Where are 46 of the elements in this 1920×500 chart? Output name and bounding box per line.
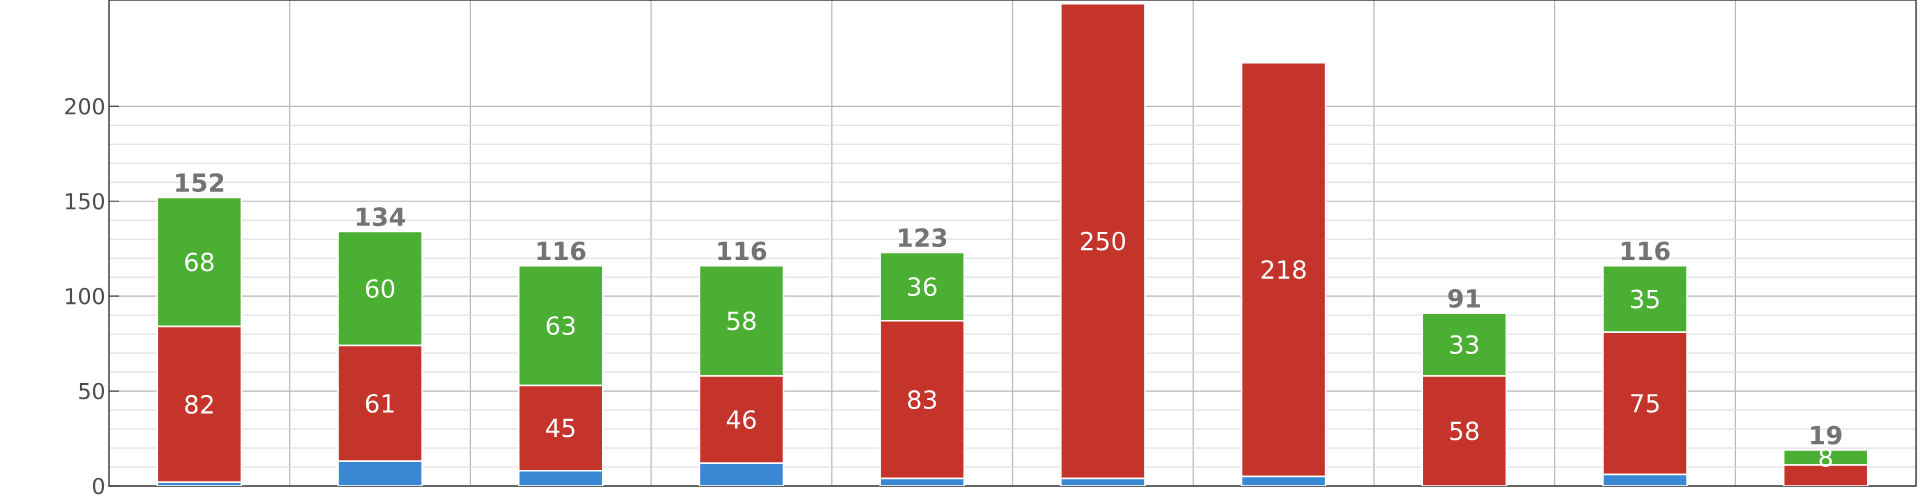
- bar: [879, 320, 965, 480]
- total-label: 19: [1811, 425, 1842, 445]
- bar: [518, 265, 604, 387]
- data-label: 75: [1631, 394, 1659, 413]
- data-label: 82: [185, 394, 213, 414]
- total-label: 91: [1448, 289, 1480, 308]
- data-label: 60: [365, 279, 395, 298]
- bar: [698, 375, 785, 464]
- total-label: 116: [718, 241, 767, 261]
- data-label: 250: [1080, 231, 1125, 251]
- data-label: 61: [365, 394, 394, 413]
- bar: [1060, 3, 1146, 480]
- data-label: 68: [185, 252, 214, 272]
- data-label: 36: [908, 277, 937, 297]
- y-tick-label: 100: [66, 287, 105, 305]
- data-label: 83: [908, 390, 937, 410]
- bar: [1602, 265, 1688, 333]
- bar: [698, 462, 785, 486]
- data-label: 35: [1631, 289, 1659, 309]
- bar: [1602, 331, 1688, 476]
- y-tick-label: 0: [92, 477, 105, 495]
- data-label: 46: [726, 410, 756, 429]
- bar: [337, 344, 423, 463]
- total-label: 116: [537, 241, 586, 261]
- total-label: 123: [899, 228, 947, 248]
- data-label: 58: [727, 311, 756, 331]
- data-label: 218: [1261, 260, 1306, 279]
- total-label: 116: [1621, 241, 1670, 261]
- bar: [337, 230, 423, 347]
- data-label: 58: [1450, 421, 1479, 441]
- bar: [1240, 61, 1327, 478]
- y-tick-label: 200: [65, 98, 105, 115]
- y-tick-label: 50: [79, 382, 105, 400]
- bar: [156, 325, 243, 483]
- bar: [337, 460, 423, 486]
- total-label: 152: [176, 173, 224, 193]
- bar: [879, 251, 965, 322]
- total-label: 134: [356, 207, 405, 227]
- y-tick-label: 150: [66, 192, 105, 210]
- data-label: 33: [1450, 335, 1479, 354]
- bar: [698, 265, 785, 377]
- data-label: 45: [546, 418, 575, 438]
- bar: [1421, 375, 1508, 486]
- bar: [1421, 312, 1508, 377]
- data-label: 63: [546, 316, 575, 336]
- bar: [518, 384, 604, 472]
